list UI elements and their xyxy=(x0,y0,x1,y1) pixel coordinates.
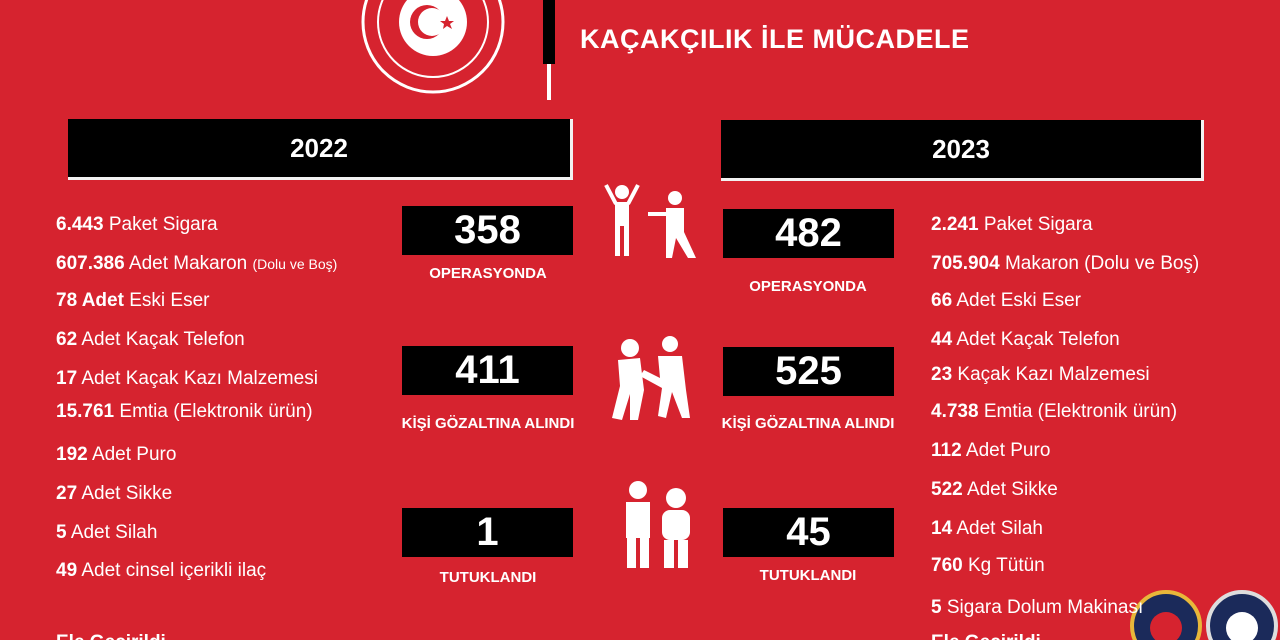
emblem xyxy=(361,0,505,94)
item: 705.904 Makaron (Dolu ve Boş) xyxy=(931,253,1199,275)
stat-value: 358 xyxy=(402,206,573,255)
item-number: 2.241 xyxy=(931,214,979,235)
item-number: 27 xyxy=(56,483,78,504)
item-number: 112 xyxy=(931,440,962,461)
item-text: Eski Eser xyxy=(129,290,210,311)
item: 44 Adet Kaçak Telefon xyxy=(931,329,1120,351)
item-text: Adet cinsel içerikli ilaç xyxy=(81,560,267,581)
item: 2.241 Paket Sigara xyxy=(931,214,1093,236)
item: 5 Adet Silah xyxy=(56,522,157,544)
item: 192 Adet Puro xyxy=(56,444,176,466)
item: 62 Adet Kaçak Telefon xyxy=(56,329,245,351)
item-number: 62 xyxy=(56,329,78,350)
item: 17 Adet Kaçak Kazı Malzemesi xyxy=(56,368,318,390)
item-text: Paket Sigara xyxy=(108,214,218,235)
item-number: 5 xyxy=(931,597,942,618)
title: KAÇAKÇILIK İLE MÜCADELE xyxy=(580,24,970,54)
stat-value: 482 xyxy=(723,209,894,258)
item-number: 607.386 xyxy=(56,253,125,274)
stat-label: TUTUKLANDI xyxy=(759,567,857,584)
item-text: Adet Sikke xyxy=(966,479,1058,500)
item-number: 522 xyxy=(931,479,963,500)
item-text: Adet Silah xyxy=(70,522,158,543)
footer-text: Ele Geçirildi xyxy=(56,632,166,640)
logos xyxy=(1130,590,1278,640)
item-number: 6.443 xyxy=(56,214,104,235)
item-text: Makaron (Dolu ve Boş) xyxy=(1004,253,1200,274)
item-text: Adet Eski Eser xyxy=(956,290,1081,311)
item-text: Adet Kaçak Kazı Malzemesi xyxy=(81,368,318,389)
stat-value: 525 xyxy=(723,347,894,396)
stat-value: 411 xyxy=(402,346,573,395)
item-text: Adet Puro xyxy=(91,444,177,465)
item: 49 Adet cinsel içerikli ilaç xyxy=(56,560,266,582)
year-header: 2022 xyxy=(68,119,573,180)
item: 6.443 Paket Sigara xyxy=(56,214,218,236)
item-number: 15.761 xyxy=(56,401,115,422)
divider xyxy=(547,64,551,100)
item: 15.761 Emtia (Elektronik ürün) xyxy=(56,401,313,423)
item-text: Sigara Dolum Makinası xyxy=(946,597,1144,618)
item-number: 23 xyxy=(931,364,953,385)
stat-label: OPERASYONDA xyxy=(749,278,867,295)
year-header: 2023 xyxy=(721,120,1204,181)
divider xyxy=(543,0,555,64)
stat-label: TUTUKLANDI xyxy=(439,569,537,586)
stat-value: 45 xyxy=(723,508,894,557)
item-number: 49 xyxy=(56,560,78,581)
item-number: 705.904 xyxy=(931,253,1000,274)
item-number: 66 xyxy=(931,290,953,311)
item-number: 78 Adet xyxy=(56,290,124,311)
item: 78 Adet Eski Eser xyxy=(56,290,209,312)
item-number: 14 xyxy=(931,518,953,539)
item-number: 4.738 xyxy=(931,401,979,422)
footer-text: Ele Geçirildi xyxy=(931,632,1041,640)
item-note: (Dolu ve Boş) xyxy=(252,256,338,272)
item-number: 760 xyxy=(931,555,963,576)
item-text: Paket Sigara xyxy=(983,214,1093,235)
item-text: Adet Silah xyxy=(956,518,1043,539)
icons xyxy=(604,184,696,568)
item: 5 Sigara Dolum Makinası xyxy=(931,597,1143,619)
stat-label: OPERASYONDA xyxy=(429,265,547,282)
item: 66 Adet Eski Eser xyxy=(931,290,1081,312)
item: 760 Kg Tütün xyxy=(931,555,1045,577)
item-number: 5 xyxy=(56,522,67,543)
item: 14 Adet Silah xyxy=(931,518,1043,540)
item-text: Kg Tütün xyxy=(967,555,1045,576)
item-text: Emtia (Elektronik ürün) xyxy=(119,401,313,422)
item-text: Adet Kaçak Telefon xyxy=(956,329,1120,350)
item-text: Emtia (Elektronik ürün) xyxy=(983,401,1178,422)
item-text: Adet Makaron xyxy=(128,253,248,274)
item-text: Adet Puro xyxy=(965,440,1051,461)
item: 522 Adet Sikke xyxy=(931,479,1058,501)
item-text: Kaçak Kazı Malzemesi xyxy=(957,364,1150,385)
item: 112 Adet Puro xyxy=(931,440,1050,462)
item-number: 44 xyxy=(931,329,953,350)
item-text: Adet Sikke xyxy=(81,483,173,504)
item: 23 Kaçak Kazı Malzemesi xyxy=(931,364,1150,386)
item: 4.738 Emtia (Elektronik ürün) xyxy=(931,401,1177,423)
item-number: 192 xyxy=(56,444,88,465)
item: 607.386 Adet Makaron (Dolu ve Boş) xyxy=(56,253,337,275)
item-text: Adet Kaçak Telefon xyxy=(81,329,245,350)
item-number: 17 xyxy=(56,368,78,389)
stat-value: 1 xyxy=(402,508,573,557)
stat-label: KİŞİ GÖZALTINA ALINDI xyxy=(401,415,575,432)
item: 27 Adet Sikke xyxy=(56,483,172,505)
stat-label: KİŞİ GÖZALTINA ALINDI xyxy=(721,415,895,432)
